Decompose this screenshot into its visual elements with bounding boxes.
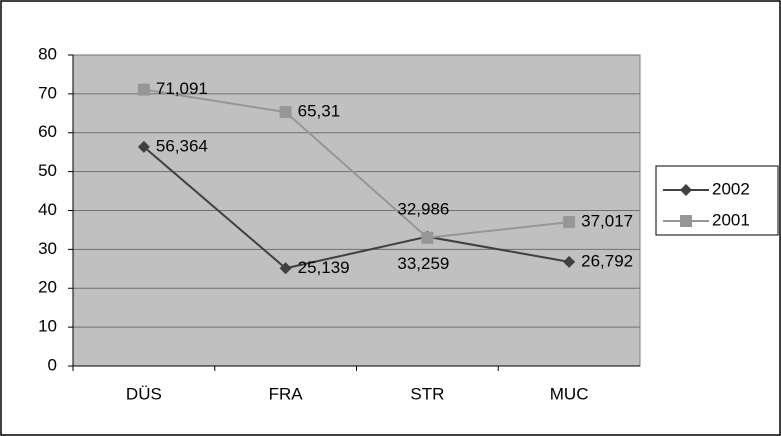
marker bbox=[137, 140, 150, 153]
series-line bbox=[143, 146, 570, 270]
y-tick-label: 50 bbox=[38, 161, 57, 180]
marker bbox=[137, 83, 150, 96]
data-label: 26,792 bbox=[581, 251, 633, 270]
x-tick-label: FRA bbox=[269, 384, 304, 403]
y-tick-label: 60 bbox=[38, 122, 57, 141]
legend-label: 2002 bbox=[712, 179, 750, 198]
x-tick-label: MUC bbox=[550, 384, 589, 403]
marker bbox=[421, 231, 434, 244]
marker bbox=[680, 184, 692, 196]
y-tick-label: 40 bbox=[38, 200, 57, 219]
data-label: 32,986 bbox=[397, 199, 449, 218]
marker bbox=[279, 262, 292, 275]
data-label: 71,091 bbox=[156, 79, 208, 98]
y-tick-label: 20 bbox=[38, 278, 57, 297]
x-tick-label: STR bbox=[410, 384, 444, 403]
data-label: 37,017 bbox=[581, 212, 633, 231]
series-line bbox=[143, 88, 570, 239]
data-label: 33,259 bbox=[397, 254, 449, 273]
y-tick-label: 80 bbox=[38, 44, 57, 63]
legend bbox=[655, 165, 779, 236]
y-tick-label: 70 bbox=[38, 83, 57, 102]
data-label: 25,139 bbox=[298, 258, 350, 277]
y-tick-label: 10 bbox=[38, 317, 57, 336]
data-label: 56,364 bbox=[156, 136, 208, 155]
y-tick-label: 0 bbox=[48, 355, 57, 374]
marker bbox=[563, 255, 576, 268]
x-tick-label: DÜS bbox=[126, 384, 162, 403]
legend-label: 2001 bbox=[712, 210, 750, 229]
marker bbox=[680, 215, 692, 227]
marker bbox=[279, 106, 292, 119]
y-tick-label: 30 bbox=[38, 239, 57, 258]
marker bbox=[563, 216, 576, 229]
data-label: 65,31 bbox=[298, 102, 341, 121]
